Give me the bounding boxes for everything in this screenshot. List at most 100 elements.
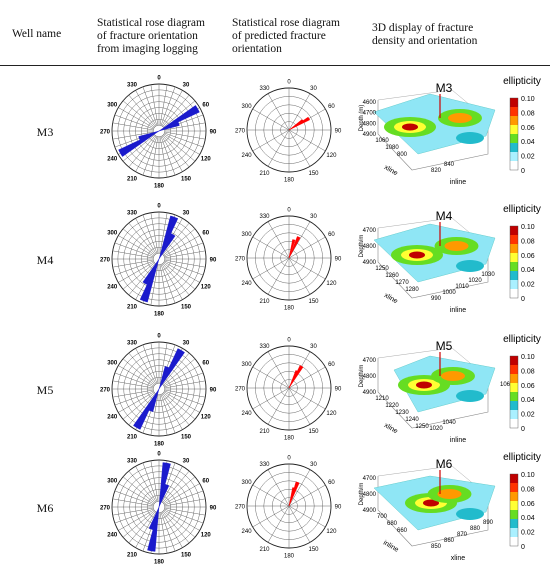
rose-spoke (267, 221, 290, 259)
colorbar-swatch (510, 383, 518, 393)
rose-angle-label: 180 (154, 560, 165, 566)
colorbar-swatch (510, 134, 518, 144)
rose-angle-label: 180 (154, 184, 165, 190)
rose-angle-label: 60 (202, 231, 209, 237)
z-tick: 4800 (363, 244, 377, 250)
rose-spoke (162, 470, 190, 503)
colorbar-tick: 0.06 (521, 253, 535, 260)
colorbar-swatch (510, 98, 518, 108)
rose-spoke (160, 264, 176, 304)
rose-angle-label: 300 (107, 479, 118, 485)
rose-spoke (164, 242, 204, 258)
colorbar-swatch (510, 492, 518, 502)
rose-petal (148, 388, 160, 412)
rose-angle-label: 90 (335, 129, 342, 135)
rose-petal (148, 506, 160, 530)
rose-spoke (288, 469, 311, 507)
rose-petal (288, 236, 301, 259)
colorbar-swatch (510, 107, 518, 117)
rose-spoke (162, 393, 190, 426)
rose-spoke (267, 257, 290, 295)
rose-spoke (288, 93, 311, 131)
figure-table: Well name Statistical rose diagram of fr… (0, 17, 550, 566)
rose-angle-label: 30 (310, 86, 317, 92)
rose-angle-label: 30 (310, 344, 317, 350)
rose-spoke (252, 366, 290, 389)
rose-angle-label: 0 (157, 76, 161, 82)
rose-spoke (288, 236, 326, 259)
axis-a-tick: 1060 (375, 138, 389, 144)
rose-spoke (163, 510, 196, 538)
header-predicted-line-2: of predicted fracture (232, 30, 326, 42)
rose-angle-label: 210 (259, 299, 270, 305)
rose-angle-label: 90 (335, 257, 342, 263)
rose-spoke (267, 93, 290, 131)
colorbar-tick: 0.04 (521, 139, 535, 146)
surface-blob (456, 132, 484, 144)
rose-spoke (159, 394, 168, 436)
rose-angle-label: 90 (210, 506, 217, 512)
colorbar-swatch (510, 392, 518, 402)
rose-spoke (159, 512, 168, 554)
rose-angle-label: 120 (201, 157, 212, 163)
colorbar-tick: 0.06 (521, 125, 535, 132)
rose-angle-label: 270 (100, 388, 111, 394)
colorbar-tick: 0 (521, 544, 525, 551)
colorbar-swatch (510, 152, 518, 162)
rose-angle-label: 120 (201, 533, 212, 539)
rose-angle-label: 330 (127, 83, 138, 89)
rose-angle-label: 120 (326, 411, 337, 417)
axis-b-tick: 1040 (442, 420, 456, 426)
imaging-rose-2: 0 30 60 90 120 150 180 210 240 270 300 330 (100, 334, 217, 448)
rose-angle-label: 120 (201, 415, 212, 421)
axis-a-tick: 1240 (405, 417, 419, 423)
axis-a-tick: 1280 (405, 287, 419, 293)
rose-spoke (150, 342, 159, 384)
rose-angle-label: 180 (284, 306, 295, 312)
rose-petal (158, 233, 176, 260)
rose-petal (288, 487, 296, 507)
rose-spoke (112, 498, 154, 507)
rose-angle-label: 60 (202, 361, 209, 367)
rose-angle-label: 150 (181, 552, 192, 558)
axis-b-tick: 880 (470, 526, 481, 532)
rose-angle-label: 120 (326, 153, 337, 159)
axis-b-tick: 1010 (455, 284, 469, 290)
rose-angle-label: 120 (326, 281, 337, 287)
rose-spoke (164, 132, 204, 148)
axis-a-tick: 1210 (375, 396, 389, 402)
rose-angle-label: 210 (127, 434, 138, 440)
rose-spoke (160, 136, 176, 176)
rose-spoke (163, 261, 200, 283)
rose-angle-label: 0 (157, 334, 161, 340)
well-marker-label: M5 (436, 339, 453, 353)
rose-angle-label: 270 (235, 129, 246, 135)
rose-spoke (122, 392, 155, 420)
rose-spoke (160, 86, 176, 126)
header-imaging-line-1: Statistical rose diagram (97, 17, 205, 29)
z-tick: 4700 (363, 358, 377, 364)
rose-spoke (267, 505, 290, 543)
rose-spoke (135, 135, 157, 172)
colorbar-tick: 0.06 (521, 383, 535, 390)
surface-box (377, 228, 489, 299)
rose-angle-label: 210 (259, 171, 270, 177)
axis-a-label: xline (383, 422, 399, 435)
rose-angle-label: 150 (308, 299, 319, 305)
rose-angle-label: 150 (181, 176, 192, 182)
colorbar-tick: 0.04 (521, 267, 535, 274)
rose-spoke (128, 222, 156, 255)
predicted-rose-0: 0 30 60 90 120 150 180 210 240 270 300 330 (235, 80, 342, 184)
rose-spoke (288, 387, 311, 425)
colorbar-tick: 0.06 (521, 501, 535, 508)
z-tick: 4800 (363, 121, 377, 127)
rose-angle-label: 0 (287, 80, 291, 86)
z-axis-label: Depth/m (359, 235, 365, 258)
rose-spoke (159, 264, 168, 306)
colorbar-swatch (510, 271, 518, 281)
header-3d-line-2: density and orientation (372, 35, 478, 47)
imaging-rose-3: 0 30 60 90 120 150 180 210 240 270 300 330 (100, 452, 217, 566)
rose-spoke (150, 136, 159, 178)
colorbar-tick: 0.08 (521, 110, 535, 117)
